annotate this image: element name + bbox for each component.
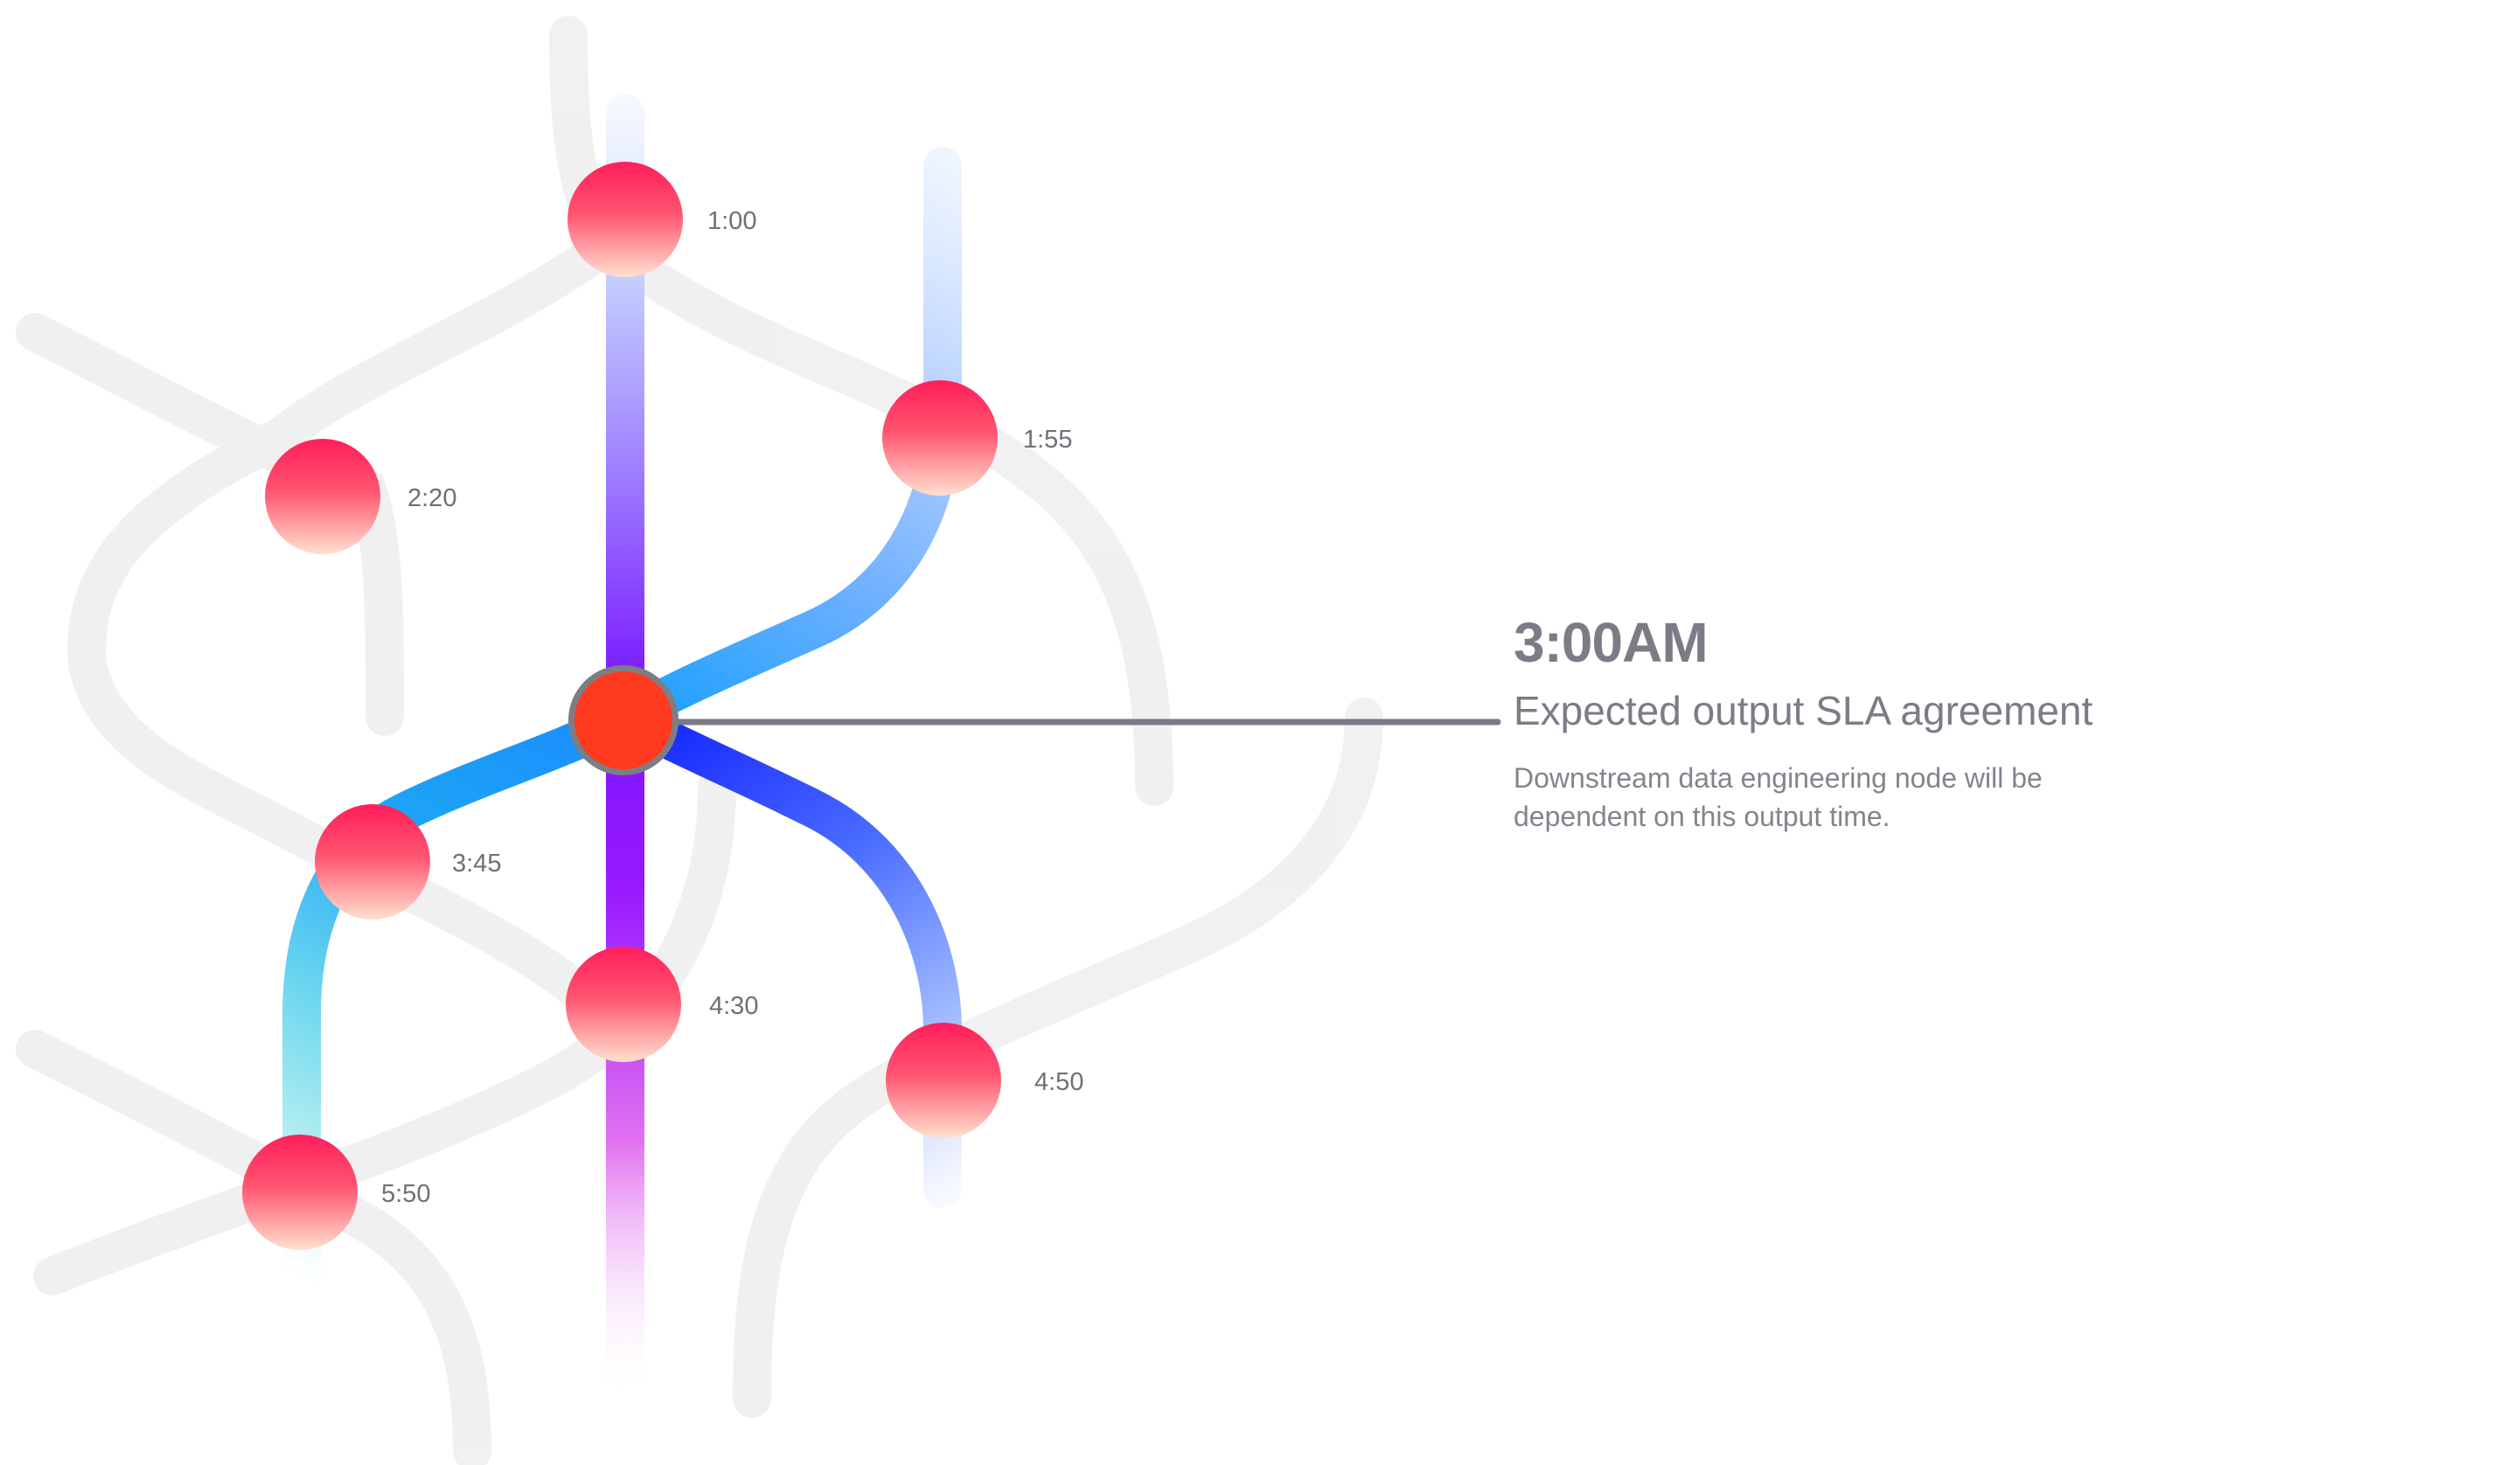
node-2-20[interactable]: 2:20 xyxy=(265,439,456,554)
background-flow-lines xyxy=(16,16,1383,1465)
node-label: 2:20 xyxy=(407,484,456,512)
node-label: 4:30 xyxy=(709,992,758,1020)
node-label: 5:50 xyxy=(381,1180,430,1208)
node-label: 4:50 xyxy=(1034,1068,1083,1096)
node-1-55[interactable]: 1:55 xyxy=(882,380,1072,496)
node-4-50[interactable]: 4:50 xyxy=(886,1023,1083,1138)
node-label: 3:45 xyxy=(452,850,501,878)
sla-heading: Expected output SLA agreement xyxy=(1514,688,2093,733)
sla-callout: 3:00AM Expected output SLA agreement Dow… xyxy=(1514,614,2301,836)
node-label: 1:55 xyxy=(1023,426,1072,454)
node-label: 1:00 xyxy=(707,207,756,235)
node-4-30[interactable]: 4:30 xyxy=(566,947,758,1062)
node-1-00[interactable]: 1:00 xyxy=(567,162,756,277)
sla-description: Downstream data engineering node will be… xyxy=(1514,761,2043,833)
sla-time: 3:00AM xyxy=(1514,611,1709,674)
sla-center-node[interactable] xyxy=(568,665,679,775)
connector-4-50 xyxy=(606,699,962,1208)
node-5-50[interactable]: 5:50 xyxy=(242,1135,430,1250)
node-3-45[interactable]: 3:45 xyxy=(315,804,501,920)
